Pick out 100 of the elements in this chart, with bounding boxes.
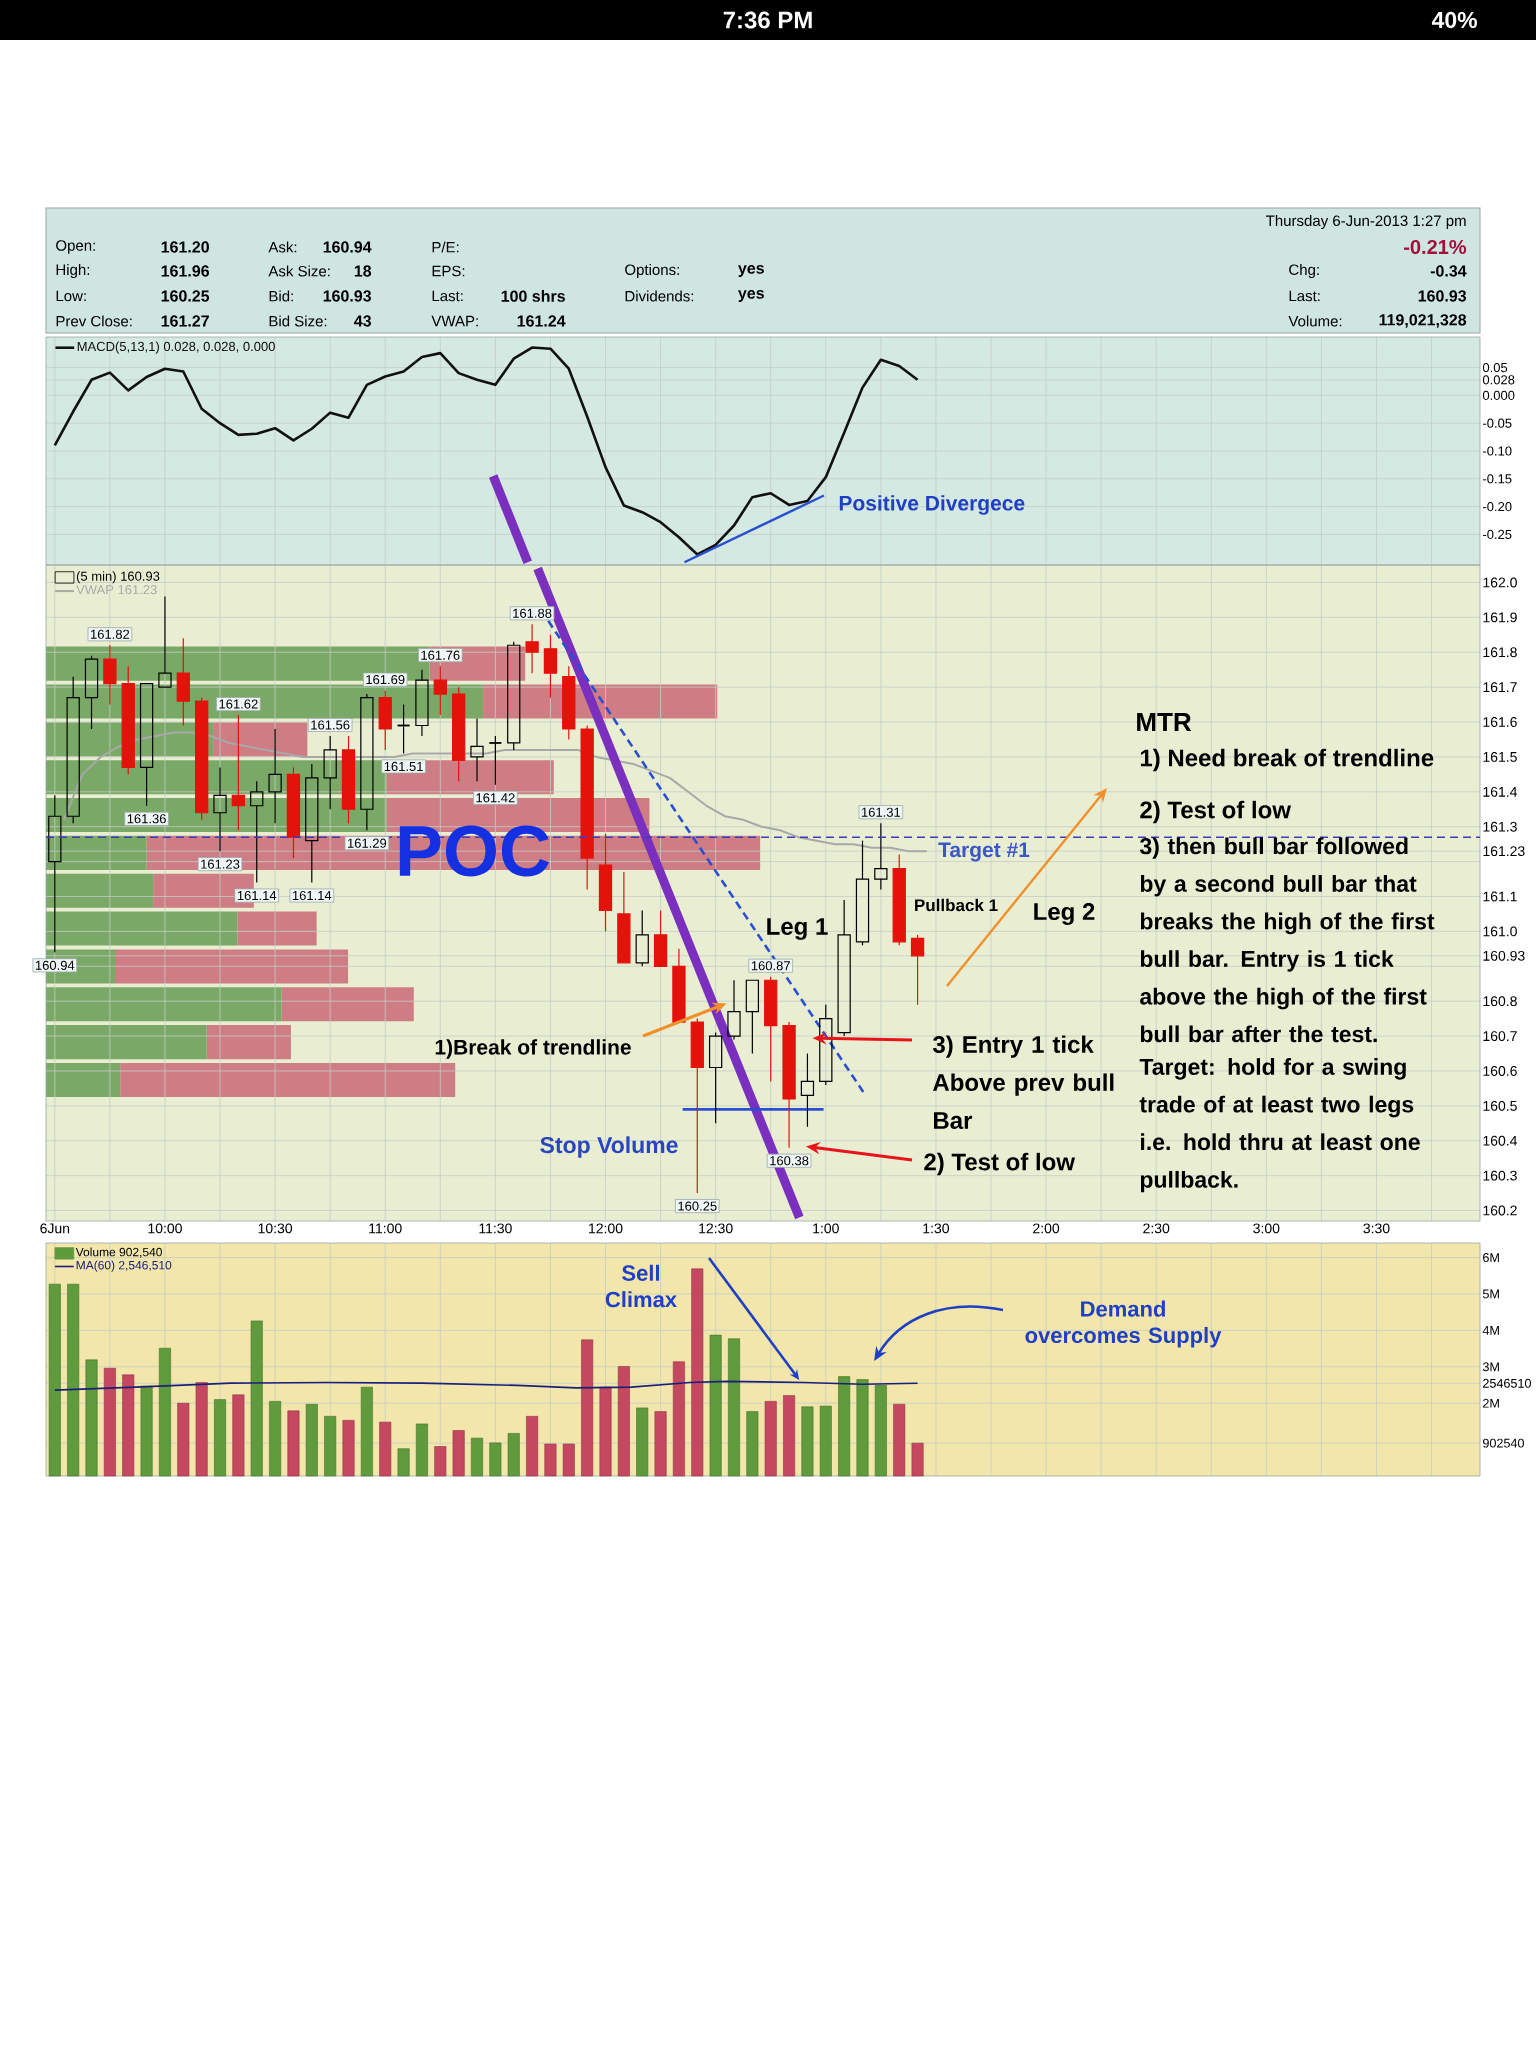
candlestick [213,766,227,852]
annotation: 161.82 [91,629,130,639]
annotation: MTR [1137,713,1192,731]
text: 43 [354,315,372,327]
y-tick-label: 161.9 [1483,612,1517,623]
candlestick [158,595,172,688]
y-tick-label: 161.4 [1483,786,1518,797]
annotation: 161.23 [201,859,240,869]
y-tick-label: 4M [1482,1326,1499,1335]
annotation: POC [399,825,550,877]
candlestick [800,1052,815,1128]
bar [103,1367,116,1477]
bar [489,1442,502,1477]
text: EPS: [432,265,465,277]
candlestick [874,822,888,891]
y-tick-label: 160.93 [1483,950,1525,961]
y-tick-label: 161.5 [1483,751,1517,762]
candlestick [231,714,246,831]
bar [434,1446,447,1477]
candlestick [525,623,539,674]
x-tick-label: 1:00 [813,1223,839,1234]
text: Ask Size: [268,265,330,277]
x-tick-label: 3:30 [1363,1223,1390,1234]
text: yes [738,290,764,302]
annotation: 160.87 [751,961,790,971]
candlestick [837,899,851,1037]
x-tick-label: 12:30 [699,1223,733,1234]
text: Low: [56,290,86,302]
bar [452,1430,465,1477]
y-tick-label: 161.1 [1483,891,1517,902]
candlestick [727,979,741,1041]
y-tick-label: 161.6 [1483,717,1517,727]
text: Last: [1289,290,1320,302]
text: 161.20 [161,241,209,253]
y-tick-label: 0.05 [1482,363,1508,373]
bar [305,1403,318,1477]
bar [237,911,317,946]
candlestick [139,683,154,807]
x-tick-label: 10:30 [258,1223,293,1234]
candlestick [433,665,447,716]
text: Last: [432,290,463,302]
y-tick-label: 3M [1482,1362,1499,1372]
annotation: 160.38 [770,1156,809,1166]
text: 161.96 [161,265,210,277]
bar [617,1366,630,1477]
y-tick-label: 161.7 [1483,682,1517,693]
candlestick [48,794,62,953]
annotation: Target #1 [938,842,1030,862]
y-tick-label: -0.25 [1482,529,1512,540]
bar [562,1443,575,1477]
bar [122,1374,135,1477]
text: 18 [354,265,372,277]
bar [281,987,414,1022]
y-tick-label: 161.0 [1483,926,1517,937]
candlestick [910,934,925,1006]
bar [324,1416,337,1477]
text: Dividends: [625,290,694,302]
bar [819,1405,832,1477]
bar [764,1401,777,1477]
bar [544,1443,557,1477]
y-tick-label: 5M [1482,1289,1499,1299]
y-tick-label: 160.5 [1483,1100,1517,1111]
bar [874,1385,887,1477]
y-tick-label: 160.4 [1483,1135,1518,1146]
y-tick-label: 2M [1483,1398,1499,1408]
legend-label: (5 min) 160.93 [76,571,160,584]
text: VWAP: [431,315,478,327]
candlestick [415,669,429,737]
bar [360,1386,373,1477]
annotation: Pullback 1 [915,898,998,912]
text: 100 shrs [501,290,565,302]
text: -0.21% [1404,239,1467,255]
text: Prev Close: [56,315,132,327]
y-tick-label: 160.7 [1483,1031,1517,1042]
bar [672,1361,685,1477]
y-tick-label: -0.15 [1482,474,1512,484]
text: Chg: [1289,264,1319,278]
bar [415,1423,428,1477]
annotation: 161.76 [421,650,460,660]
bar [783,1395,796,1477]
y-tick-label: 6M [1483,1253,1499,1263]
bar [379,1421,392,1477]
bar [46,873,154,908]
legend-label: MACD(5,13,1) 0.028, 0.028, 0.000 [77,341,275,354]
annotation: Leg 2 [1034,903,1095,925]
candlestick [360,693,374,831]
y-tick-label: 160.3 [1483,1170,1517,1181]
text: 161.27 [161,315,209,327]
bar [46,987,282,1022]
annotation: 161.62 [219,699,258,709]
bar [746,1411,759,1477]
bar [507,1433,520,1477]
x-tick-label: 6Jun [40,1223,70,1234]
bar [46,1025,207,1060]
annotation: 161.88 [513,608,552,618]
y-tick-label: -0.20 [1482,502,1512,512]
y-tick-label: 161.3 [1483,821,1517,832]
bar [893,1403,906,1477]
bar [599,1386,612,1477]
annotation: Sell Climax [605,1264,677,1308]
